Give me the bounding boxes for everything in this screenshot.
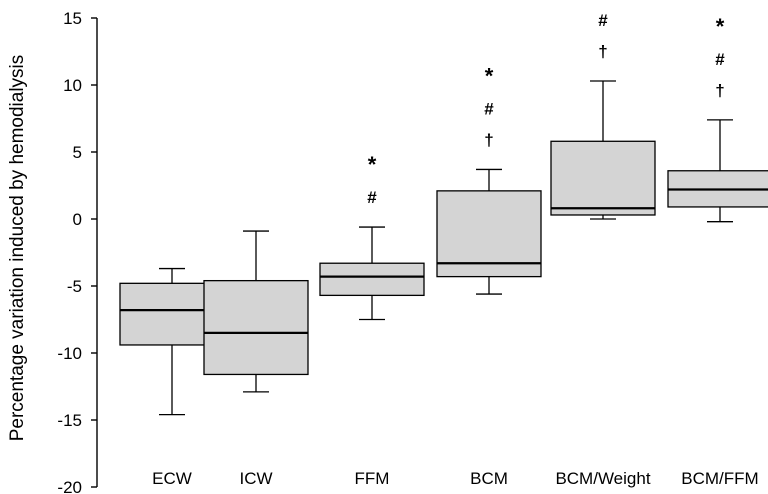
- y-tick-label: 10: [63, 76, 82, 95]
- significance-marker: #: [484, 99, 494, 118]
- significance-marker: #: [367, 188, 377, 207]
- significance-marker: #: [598, 11, 608, 30]
- box-icw: [203, 230, 309, 393]
- significance-marker: †: [598, 42, 607, 61]
- category-label: BCM/Weight: [555, 469, 650, 488]
- significance-marker: #: [715, 50, 725, 69]
- y-tick-label: -5: [67, 277, 82, 296]
- category-label: FFM: [355, 469, 390, 488]
- iqr-box: [203, 279, 309, 376]
- category-label: BCM/FFM: [681, 469, 758, 488]
- significance-marker: *: [485, 63, 494, 88]
- category-label: ECW: [152, 469, 192, 488]
- y-tick-label: -15: [57, 411, 82, 430]
- box-bcm-weight: #†: [550, 11, 656, 220]
- y-tick-label: -20: [57, 478, 82, 494]
- box-bcm-ffm: * # †: [667, 14, 768, 223]
- significance-marker: †: [715, 81, 724, 100]
- y-tick-label: -10: [57, 344, 82, 363]
- category-label: ICW: [239, 469, 272, 488]
- box-bcm: * # †: [436, 63, 542, 295]
- significance-marker: *: [716, 14, 725, 39]
- y-tick-label: 5: [73, 143, 82, 162]
- significance-marker: †: [484, 130, 493, 149]
- category-labels: ECW ICW FFM BCM BCM/Weight BCM/FFM: [152, 469, 759, 488]
- iqr-box: [319, 262, 425, 297]
- y-axis-title: Percentage variation induced by hemodial…: [7, 55, 28, 442]
- box-ffm: *#: [319, 152, 425, 321]
- iqr-box: [550, 140, 656, 216]
- box-series: *#*#†#†*#†: [119, 11, 768, 416]
- category-label: BCM: [470, 469, 508, 488]
- y-axis-ticks: 15 10 5 0 -5 -10 -15 -20: [57, 9, 97, 494]
- significance-marker: *: [368, 152, 377, 177]
- y-tick-label: 0: [73, 210, 82, 229]
- y-tick-label: 15: [63, 9, 82, 28]
